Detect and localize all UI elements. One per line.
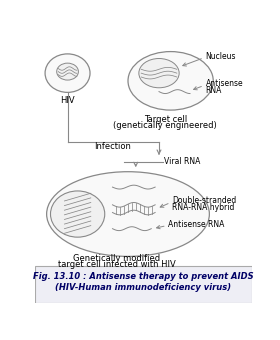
Text: Genetically modified: Genetically modified: [73, 254, 160, 263]
Text: target cell infected with HIV: target cell infected with HIV: [57, 260, 175, 269]
Text: Viral RNA: Viral RNA: [164, 157, 201, 166]
Text: Infection: Infection: [94, 142, 131, 151]
Text: Antisense: Antisense: [206, 79, 243, 88]
Text: HIV: HIV: [60, 96, 75, 105]
Ellipse shape: [50, 191, 105, 237]
Text: Fig. 13.10 : Antisense therapy to prevent AIDS: Fig. 13.10 : Antisense therapy to preven…: [33, 272, 254, 281]
Text: RNA-RNA hybrid: RNA-RNA hybrid: [172, 203, 235, 211]
Ellipse shape: [45, 54, 90, 92]
Text: (genetically engineered): (genetically engineered): [113, 121, 217, 130]
Ellipse shape: [139, 58, 179, 88]
Ellipse shape: [47, 172, 209, 256]
Ellipse shape: [57, 63, 78, 80]
Bar: [35, 267, 252, 303]
Ellipse shape: [128, 52, 213, 110]
Text: (HIV-Human immunodeficiency virus): (HIV-Human immunodeficiency virus): [55, 283, 232, 292]
Text: Nucleus: Nucleus: [206, 52, 236, 61]
Text: Double-stranded: Double-stranded: [172, 196, 236, 205]
Text: Target cell: Target cell: [144, 115, 187, 124]
Text: RNA: RNA: [206, 86, 222, 95]
Text: Antisense RNA: Antisense RNA: [168, 220, 225, 230]
